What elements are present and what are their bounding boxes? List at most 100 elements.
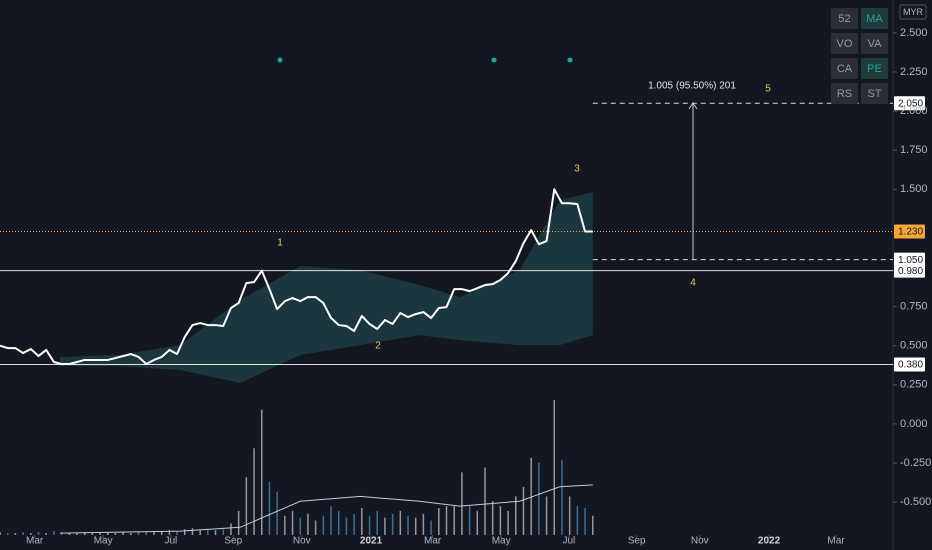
volume-bar [107,532,109,535]
volume-bar [422,513,425,535]
currency: MYR [903,7,924,17]
x-tick-label: Sep [224,536,242,547]
event-dot[interactable] [277,57,283,63]
volume-bar [307,513,309,535]
volume-bar [322,515,325,535]
level-label: 2.050 [898,98,923,109]
volume-bar [160,531,163,535]
volume-bar [438,508,440,535]
volume-bar [314,520,317,535]
volume-bar [538,462,540,535]
x-tick-label: Mar [827,536,845,547]
volume-bar [184,529,186,535]
volume-bar [22,532,24,535]
y-tick-label: 2.000 [900,105,928,117]
volume-bar [576,506,579,535]
event-dot[interactable] [567,57,573,63]
volume-bar [530,457,532,535]
volume-bar [245,477,248,535]
volume-bar [14,533,17,535]
volume-bar [83,532,86,535]
y-tick-label: 1.500 [900,183,928,195]
indicator-button[interactable] [831,8,858,29]
indicator-button-label: PE [867,63,882,75]
volume-bar [260,409,263,535]
wave-label: 2 [375,341,381,352]
indicator-button[interactable] [831,33,858,54]
y-tick-label: 1.750 [900,144,928,156]
level-label: 1.230 [898,227,923,238]
x-tick-label: Jul [563,536,576,547]
volume-bar [268,481,271,535]
y-tick-label: 2.250 [900,66,928,78]
volume-bar [522,486,525,535]
volume-bar [330,506,332,535]
indicator-button-label: 52 [838,13,850,25]
volume-bar [214,530,217,535]
volume-bar [0,532,1,535]
volume-bar [368,515,371,535]
volume-bar [545,496,548,535]
volume-bar [376,510,378,535]
volume-bar [76,533,78,535]
y-tick-label: 0.250 [900,379,928,391]
volume-bar [553,400,556,535]
volume-bar [592,515,594,535]
volume-bar [584,508,586,535]
level-label-box [894,263,925,278]
volume-bar [361,508,363,535]
level-label-box [894,252,925,267]
indicator-button[interactable] [861,33,888,54]
volume-bar [45,533,47,535]
indicator-button[interactable] [861,83,888,104]
volume-bar [145,531,148,535]
event-dot[interactable] [491,57,497,63]
x-tick-label: Nov [293,536,311,547]
volume-bar [199,530,201,535]
volume-bar [445,506,448,535]
volume-bar [122,532,124,535]
volume-bar [68,533,71,535]
volume-bar [91,533,94,535]
volume-bar [153,532,155,535]
volume-bar [515,496,517,535]
volume-bar [99,533,101,535]
x-tick-label: Jul [165,536,178,547]
indicator-button[interactable] [831,83,858,104]
indicator-button-label: CA [837,63,853,75]
volume-bar [222,529,224,535]
y-tick-label: 0.000 [900,418,928,430]
volume-bar [391,513,394,535]
volume-bar [176,531,178,535]
volume-bar [353,513,355,535]
volume-bar [484,467,486,535]
currency-box[interactable] [899,4,927,20]
volume-bar [237,510,240,535]
volume-bar [568,496,571,535]
x-tick-label: May [492,536,511,547]
volume-bar [414,517,417,535]
volume-bar [476,510,479,535]
volume-bar [207,529,209,535]
volume-bar [60,532,63,535]
measure-arrow [688,102,698,110]
indicator-button[interactable] [861,58,888,79]
volume-bar [30,533,32,535]
volume-bar [253,448,255,535]
volume-bar [468,506,471,535]
level-label-box [894,224,925,239]
x-tick-label: Nov [691,536,709,547]
volume-bar [130,533,132,535]
volume-bar [291,510,294,535]
y-tick-label: 0.500 [900,340,928,352]
volume-bar [284,515,286,535]
price-line [0,188,593,366]
indicator-button-label: VA [868,38,883,50]
level-label-box [894,357,925,372]
indicator-button[interactable] [831,58,858,79]
indicator-button-label: RS [837,88,852,100]
volume-bar [37,532,40,535]
indicator-button[interactable] [861,8,888,29]
x-tick-label: Mar [26,536,44,547]
